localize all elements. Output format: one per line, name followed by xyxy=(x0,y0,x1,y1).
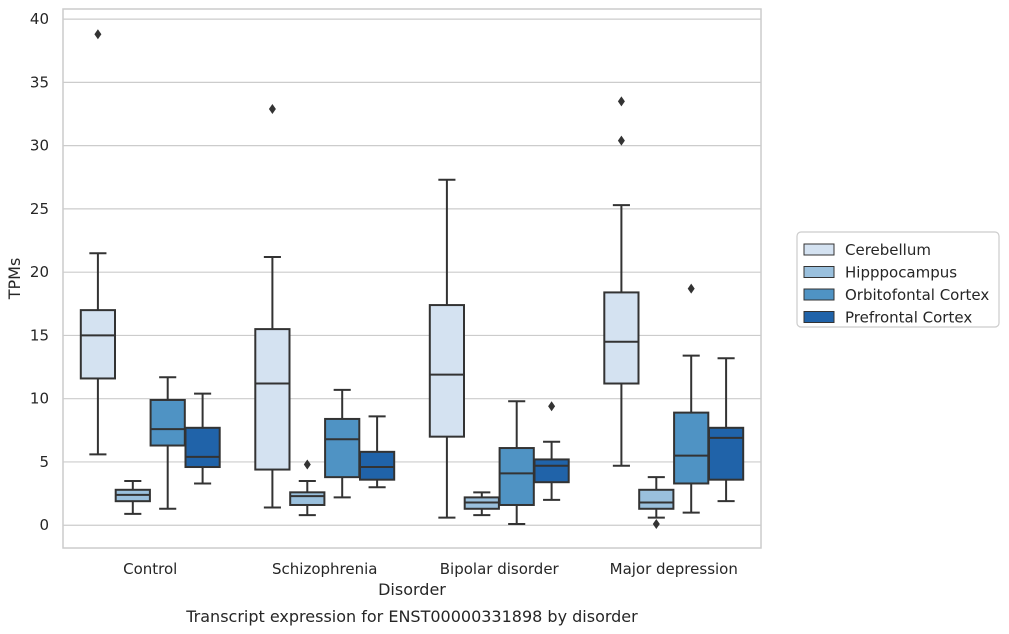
y-tick-label: 15 xyxy=(30,326,49,344)
y-tick-labels: 0 5 10 15 20 25 30 35 40 xyxy=(30,10,49,534)
outlier-point xyxy=(687,283,695,294)
outlier-point xyxy=(617,96,625,107)
box xyxy=(149,398,186,447)
box xyxy=(184,426,221,469)
outlier-point xyxy=(617,135,625,146)
box xyxy=(533,458,570,484)
figure-caption: Transcript expression for ENST0000033189… xyxy=(185,607,638,626)
y-axis-label: TPMs xyxy=(5,258,24,301)
box xyxy=(603,291,640,385)
y-tick-label: 0 xyxy=(39,516,49,534)
box xyxy=(707,426,745,481)
outlier-point xyxy=(268,103,276,114)
y-tick-label: 40 xyxy=(30,10,49,28)
x-axis-label: Disorder xyxy=(378,580,446,599)
y-tick-label: 35 xyxy=(30,73,49,91)
plot-frame xyxy=(62,8,762,549)
box xyxy=(79,309,117,380)
outlier-point xyxy=(303,459,311,470)
legend-label: Hipppocampus xyxy=(845,264,957,282)
x-tick-label: Schizophrenia xyxy=(272,560,377,578)
x-tick-label: Bipolar disorder xyxy=(440,560,560,578)
y-tick-label: 25 xyxy=(30,200,49,218)
box-group-control xyxy=(79,29,221,515)
box xyxy=(358,450,396,481)
box-group-major-depression xyxy=(603,96,745,529)
legend-label: Prefrontal Cortex xyxy=(845,309,972,327)
outlier-point xyxy=(94,29,102,40)
box xyxy=(428,304,466,438)
y-tick-label: 5 xyxy=(39,453,49,471)
legend-swatch xyxy=(803,266,835,278)
y-tick-label: 10 xyxy=(30,390,49,408)
x-tick-label: Control xyxy=(123,560,177,578)
y-tick-label: 30 xyxy=(30,137,49,155)
box xyxy=(289,491,326,506)
box xyxy=(638,488,675,510)
box-group-bipolar-disorder xyxy=(428,178,570,525)
outlier-point xyxy=(652,518,660,529)
grid-lines xyxy=(63,18,761,526)
outlier-point xyxy=(548,401,556,412)
legend: Cerebellum Hipppocampus Orbitofontal Corte… xyxy=(796,231,1000,328)
legend-swatch xyxy=(803,311,835,323)
box-groups xyxy=(79,29,745,529)
box xyxy=(254,328,291,471)
y-tick-label: 20 xyxy=(30,263,49,281)
legend-swatch xyxy=(803,288,835,301)
legend-frame xyxy=(796,231,1000,328)
box xyxy=(324,417,361,479)
box-group-schizophrenia xyxy=(254,103,396,517)
legend-swatch xyxy=(803,243,835,256)
x-tick-labels: Control Schizophrenia Bipolar disorder Majo… xyxy=(123,560,738,578)
x-tick-label: Major depression xyxy=(610,560,738,578)
legend-label: Orbitofontal Cortex xyxy=(845,286,989,304)
legend-label: Cerebellum xyxy=(845,241,931,259)
box xyxy=(673,411,710,485)
box xyxy=(498,447,535,506)
